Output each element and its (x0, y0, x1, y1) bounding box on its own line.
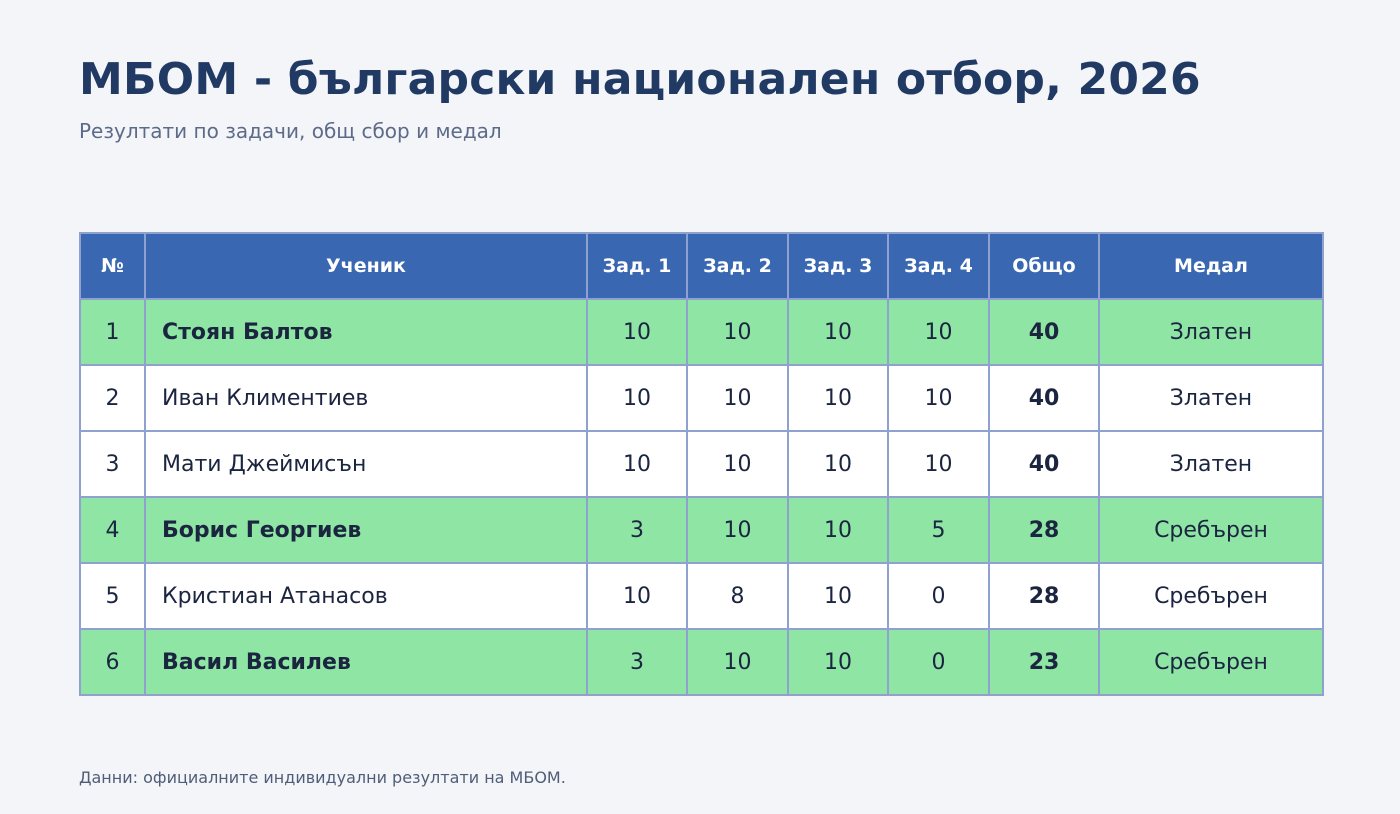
column-header-problem-4: Зад. 4 (887, 232, 990, 300)
table-row: 5 Кристиан Атанасов 10 8 10 0 28 Сребъре… (79, 562, 1324, 630)
page-subtitle: Резултати по задачи, общ сбор и медал (79, 119, 502, 143)
problem-1-score-cell: 3 (586, 628, 688, 696)
problem-1-score-cell: 10 (586, 562, 688, 630)
column-header-student: Ученик (144, 232, 588, 300)
problem-1-score-cell: 10 (586, 364, 688, 432)
student-name-cell: Иван Климентиев (144, 364, 588, 432)
medal-cell: Сребърен (1098, 496, 1324, 564)
column-header-rank: № (79, 232, 146, 300)
problem-3-score-cell: 10 (787, 628, 889, 696)
student-name-cell: Мати Джеймисън (144, 430, 588, 498)
rank-cell: 2 (79, 364, 146, 432)
source-footnote: Данни: официалните индивидуални резултат… (79, 768, 566, 787)
column-header-problem-2: Зад. 2 (686, 232, 789, 300)
problem-4-score-cell: 0 (887, 628, 990, 696)
table-header-row: № Ученик Зад. 1 Зад. 2 Зад. 3 Зад. 4 Общ… (79, 232, 1324, 300)
results-table-container: № Ученик Зад. 1 Зад. 2 Зад. 3 Зад. 4 Общ… (79, 232, 1324, 696)
rank-cell: 4 (79, 496, 146, 564)
rank-cell: 6 (79, 628, 146, 696)
total-score-cell: 40 (988, 430, 1100, 498)
column-header-problem-3: Зад. 3 (787, 232, 889, 300)
problem-2-score-cell: 10 (686, 430, 789, 498)
total-score-cell: 28 (988, 562, 1100, 630)
rank-cell: 5 (79, 562, 146, 630)
problem-3-score-cell: 10 (787, 430, 889, 498)
problem-1-score-cell: 10 (586, 298, 688, 366)
problem-2-score-cell: 10 (686, 298, 789, 366)
medal-cell: Златен (1098, 364, 1324, 432)
student-name-cell: Стоян Балтов (144, 298, 588, 366)
student-name-cell: Васил Василев (144, 628, 588, 696)
problem-3-score-cell: 10 (787, 562, 889, 630)
table-row: 2 Иван Климентиев 10 10 10 10 40 Златен (79, 364, 1324, 432)
total-score-cell: 23 (988, 628, 1100, 696)
total-score-cell: 28 (988, 496, 1100, 564)
table-row: 1 Стоян Балтов 10 10 10 10 40 Златен (79, 298, 1324, 366)
total-score-cell: 40 (988, 364, 1100, 432)
column-header-problem-1: Зад. 1 (586, 232, 688, 300)
problem-3-score-cell: 10 (787, 364, 889, 432)
problem-4-score-cell: 10 (887, 298, 990, 366)
table-row: 6 Васил Василев 3 10 10 0 23 Сребърен (79, 628, 1324, 696)
problem-2-score-cell: 10 (686, 628, 789, 696)
problem-3-score-cell: 10 (787, 496, 889, 564)
problem-4-score-cell: 10 (887, 430, 990, 498)
rank-cell: 1 (79, 298, 146, 366)
problem-2-score-cell: 10 (686, 496, 789, 564)
column-header-medal: Медал (1098, 232, 1324, 300)
column-header-total: Общо (988, 232, 1100, 300)
medal-cell: Сребърен (1098, 628, 1324, 696)
problem-1-score-cell: 3 (586, 496, 688, 564)
problem-1-score-cell: 10 (586, 430, 688, 498)
problem-2-score-cell: 8 (686, 562, 789, 630)
problem-2-score-cell: 10 (686, 364, 789, 432)
medal-cell: Златен (1098, 298, 1324, 366)
problem-4-score-cell: 0 (887, 562, 990, 630)
problem-4-score-cell: 10 (887, 364, 990, 432)
medal-cell: Златен (1098, 430, 1324, 498)
table-row: 4 Борис Георгиев 3 10 10 5 28 Сребърен (79, 496, 1324, 564)
page-title: МБОМ - български национален отбор, 2026 (79, 54, 1201, 105)
problem-4-score-cell: 5 (887, 496, 990, 564)
table-row: 3 Мати Джеймисън 10 10 10 10 40 Златен (79, 430, 1324, 498)
problem-3-score-cell: 10 (787, 298, 889, 366)
rank-cell: 3 (79, 430, 146, 498)
student-name-cell: Борис Георгиев (144, 496, 588, 564)
results-table: № Ученик Зад. 1 Зад. 2 Зад. 3 Зад. 4 Общ… (79, 232, 1324, 696)
total-score-cell: 40 (988, 298, 1100, 366)
student-name-cell: Кристиан Атанасов (144, 562, 588, 630)
medal-cell: Сребърен (1098, 562, 1324, 630)
